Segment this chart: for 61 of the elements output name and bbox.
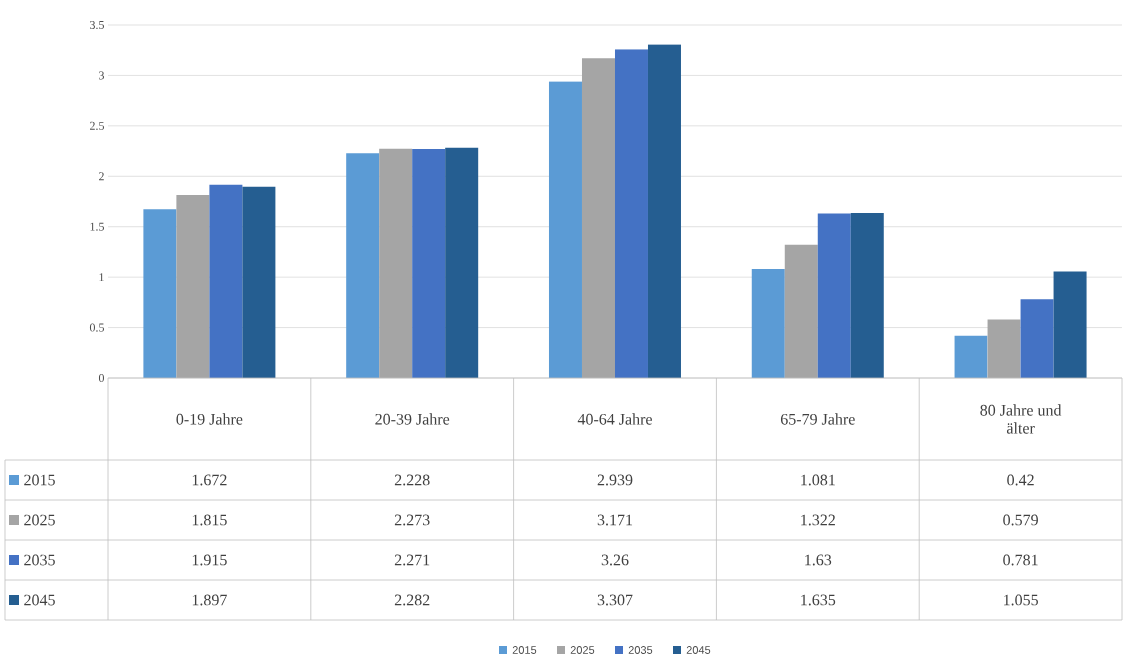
data-label: 0.579: [1003, 514, 1038, 526]
y-tick-label: 0.5: [89, 323, 104, 332]
text: 2045: [24, 594, 55, 606]
legend-label: 2015: [24, 474, 55, 486]
bar: [412, 148, 446, 378]
data-label: 3.26: [601, 554, 629, 566]
data-label: 1.897: [192, 594, 227, 606]
bar: [1020, 299, 1054, 378]
bar: [954, 335, 988, 378]
x-tick-label: 0-19 Jahre: [176, 413, 243, 425]
legend-label: 2025: [24, 514, 55, 526]
bar: [751, 268, 785, 378]
text: 2025: [570, 646, 595, 654]
data-label: 1.915: [192, 554, 227, 566]
y-tick-label: 2.5: [90, 121, 104, 130]
bar: [647, 44, 681, 378]
data-label: 1.081: [801, 474, 835, 486]
data-label: 0.781: [1003, 554, 1038, 566]
bar: [548, 81, 582, 378]
bar: [379, 148, 413, 378]
data-label: 1.63: [805, 554, 832, 566]
data-label: 2.282: [394, 594, 430, 606]
data-label: 3.307: [597, 594, 633, 606]
x-tick-label: 40-64 Jahre: [577, 413, 652, 425]
data-label: 1.672: [192, 474, 227, 486]
x-tick-label: 80 Jahre und älter: [980, 404, 1062, 434]
data-label: 3.171: [597, 514, 633, 526]
data-label: 1.635: [801, 594, 836, 606]
data-label: 1.322: [801, 514, 835, 526]
y-tick-label: 2: [99, 172, 104, 181]
y-tick-label: 1: [99, 273, 104, 282]
bar: [445, 147, 479, 378]
legend-label: 2035: [24, 554, 55, 566]
bar: [784, 244, 818, 378]
bar: [242, 186, 276, 378]
text: 2015: [512, 646, 537, 654]
text: 2035: [628, 646, 653, 654]
data-label: 2.228: [394, 474, 430, 486]
y-tick-label: 0: [98, 373, 104, 383]
data-label: 2.939: [597, 474, 633, 486]
data-label: 1.815: [192, 514, 227, 526]
x-tick-label: 20-39 Jahre: [375, 413, 450, 425]
bar: [176, 194, 210, 378]
y-tick-label: 1.5: [90, 222, 104, 231]
bar: [987, 319, 1021, 378]
data-label: 2.273: [394, 514, 430, 526]
bar: [1053, 271, 1087, 378]
bar: [581, 58, 615, 378]
y-tick-label: 3.5: [90, 20, 104, 30]
x-tick-label: 65-79 Jahre: [780, 413, 855, 425]
bar: [817, 213, 851, 378]
data-label: 1.055: [1004, 594, 1038, 606]
data-label: 0.42: [1007, 474, 1034, 486]
y-tick-label: 3: [99, 71, 104, 80]
legend-label: 2045: [686, 646, 711, 654]
bar: [614, 49, 648, 378]
bar: [209, 184, 243, 378]
bar: [143, 209, 177, 378]
data-label: 2.271: [394, 554, 430, 566]
bar: [850, 213, 884, 378]
bar: [346, 153, 380, 378]
